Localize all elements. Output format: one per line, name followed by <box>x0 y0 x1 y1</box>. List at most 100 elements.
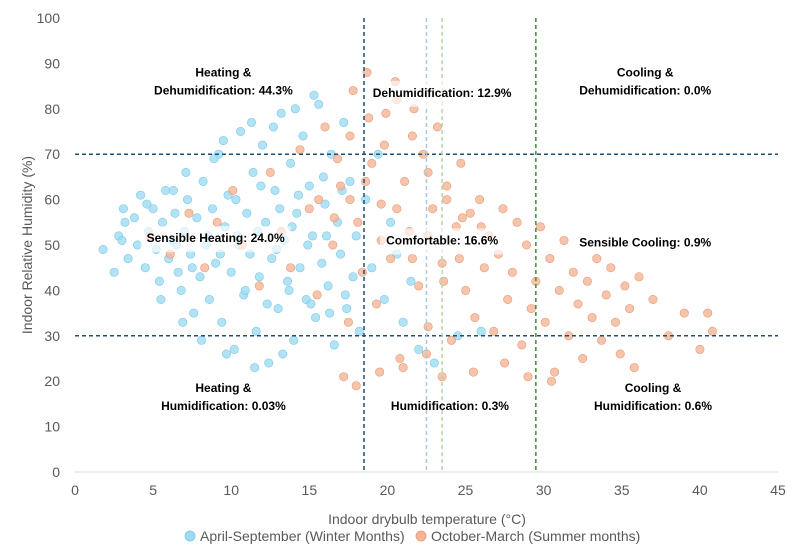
data-point <box>354 326 364 336</box>
data-point <box>465 208 475 218</box>
data-point <box>248 167 258 177</box>
data-point <box>170 208 180 218</box>
y-tick-label: 0 <box>52 464 60 480</box>
data-point <box>265 167 275 177</box>
data-point <box>286 263 296 273</box>
data-point <box>361 176 371 186</box>
legend-item-summer[interactable]: October-March (Summer months) <box>415 528 640 544</box>
data-point <box>129 213 139 223</box>
data-point <box>261 217 271 227</box>
data-point <box>267 254 277 264</box>
data-point <box>461 285 471 295</box>
data-point <box>535 222 545 232</box>
data-point <box>318 172 328 182</box>
data-point <box>184 208 194 218</box>
data-point <box>423 322 433 332</box>
data-point <box>251 326 261 336</box>
data-point <box>546 376 556 386</box>
data-point <box>282 276 292 286</box>
data-point <box>615 349 625 359</box>
x-tick-label: 20 <box>380 482 396 498</box>
data-point <box>406 276 416 286</box>
zone-label-humid: Humidification: 0.3% <box>391 399 509 413</box>
data-point <box>198 176 208 186</box>
zone-label-comfortable: Comfortable: 16.6% <box>380 228 505 255</box>
points-layer <box>98 68 717 391</box>
data-point <box>345 131 355 141</box>
data-point <box>432 122 442 132</box>
data-point <box>275 204 285 214</box>
zone-label-cooling-dehumid: Cooling & Dehumidification: 0.0% <box>579 66 711 98</box>
legend-label-summer: October-March (Summer months) <box>431 528 640 544</box>
y-tick-label: 40 <box>44 282 60 298</box>
data-point <box>695 344 705 354</box>
data-point <box>312 290 322 300</box>
data-point <box>256 181 266 191</box>
data-point <box>217 317 227 327</box>
data-point <box>228 186 238 196</box>
data-point <box>648 294 658 304</box>
legend-marker-summer <box>415 530 427 542</box>
data-point <box>133 240 143 250</box>
y-axis-title: Indoor Relative Humidity (%) <box>19 156 35 334</box>
legend: April-September (Winter Months) October-… <box>184 528 640 544</box>
zone-label-heating-dehumid: Heating & Dehumidification: 44.3% <box>154 66 293 98</box>
data-point <box>262 299 272 309</box>
data-point <box>428 204 438 214</box>
data-point <box>286 158 296 168</box>
data-point <box>457 213 467 223</box>
data-point <box>250 363 260 373</box>
zone-label-cooling-humid: Cooling & Humidification: 0.6% <box>594 381 712 413</box>
data-point <box>498 204 508 214</box>
x-tick-label: 40 <box>692 482 708 498</box>
data-point <box>323 281 333 291</box>
data-point <box>289 335 299 345</box>
data-point <box>314 99 324 109</box>
data-point <box>475 195 485 205</box>
y-tick-label: 100 <box>37 10 61 26</box>
data-point <box>679 308 689 318</box>
data-point <box>353 217 363 227</box>
data-point <box>345 195 355 205</box>
zone-label-text: Cooling & <box>617 66 674 80</box>
data-point <box>276 108 286 118</box>
data-point <box>479 263 489 273</box>
data-point <box>304 204 314 214</box>
data-point <box>407 131 417 141</box>
zone-label-box <box>366 80 518 107</box>
data-point <box>454 254 464 264</box>
data-point <box>158 217 168 227</box>
x-tick-label: 35 <box>614 482 630 498</box>
zone-label-sensible-cooling: Sensible Cooling: 0.9% <box>579 236 711 250</box>
data-point <box>268 122 278 132</box>
data-point <box>442 195 452 205</box>
data-point <box>226 267 236 277</box>
data-point <box>212 217 222 227</box>
x-axis-title: Indoor drybulb temperature (°C) <box>328 511 526 527</box>
data-point <box>247 117 257 127</box>
zone-label-text: Heating & <box>195 66 251 80</box>
zone-label-text: Cooling & <box>625 381 682 395</box>
data-point <box>309 90 319 100</box>
zone-label-text: Sensible Cooling: 0.9% <box>579 236 711 250</box>
y-tick-label: 60 <box>44 192 60 208</box>
data-point <box>582 276 592 286</box>
data-point <box>183 195 193 205</box>
data-point <box>375 367 385 377</box>
data-point <box>284 285 294 295</box>
data-point <box>381 108 391 118</box>
data-point <box>298 131 308 141</box>
data-point <box>173 267 183 277</box>
data-point <box>136 190 146 200</box>
data-point <box>507 267 517 277</box>
legend-item-winter[interactable]: April-September (Winter Months) <box>184 528 405 544</box>
data-point <box>414 281 424 291</box>
data-point <box>610 317 620 327</box>
data-point <box>218 136 228 146</box>
data-point <box>386 254 396 264</box>
data-point <box>118 204 128 214</box>
zone-label-box <box>380 228 505 255</box>
data-point <box>187 263 197 273</box>
data-point <box>231 195 241 205</box>
data-point <box>351 381 361 391</box>
